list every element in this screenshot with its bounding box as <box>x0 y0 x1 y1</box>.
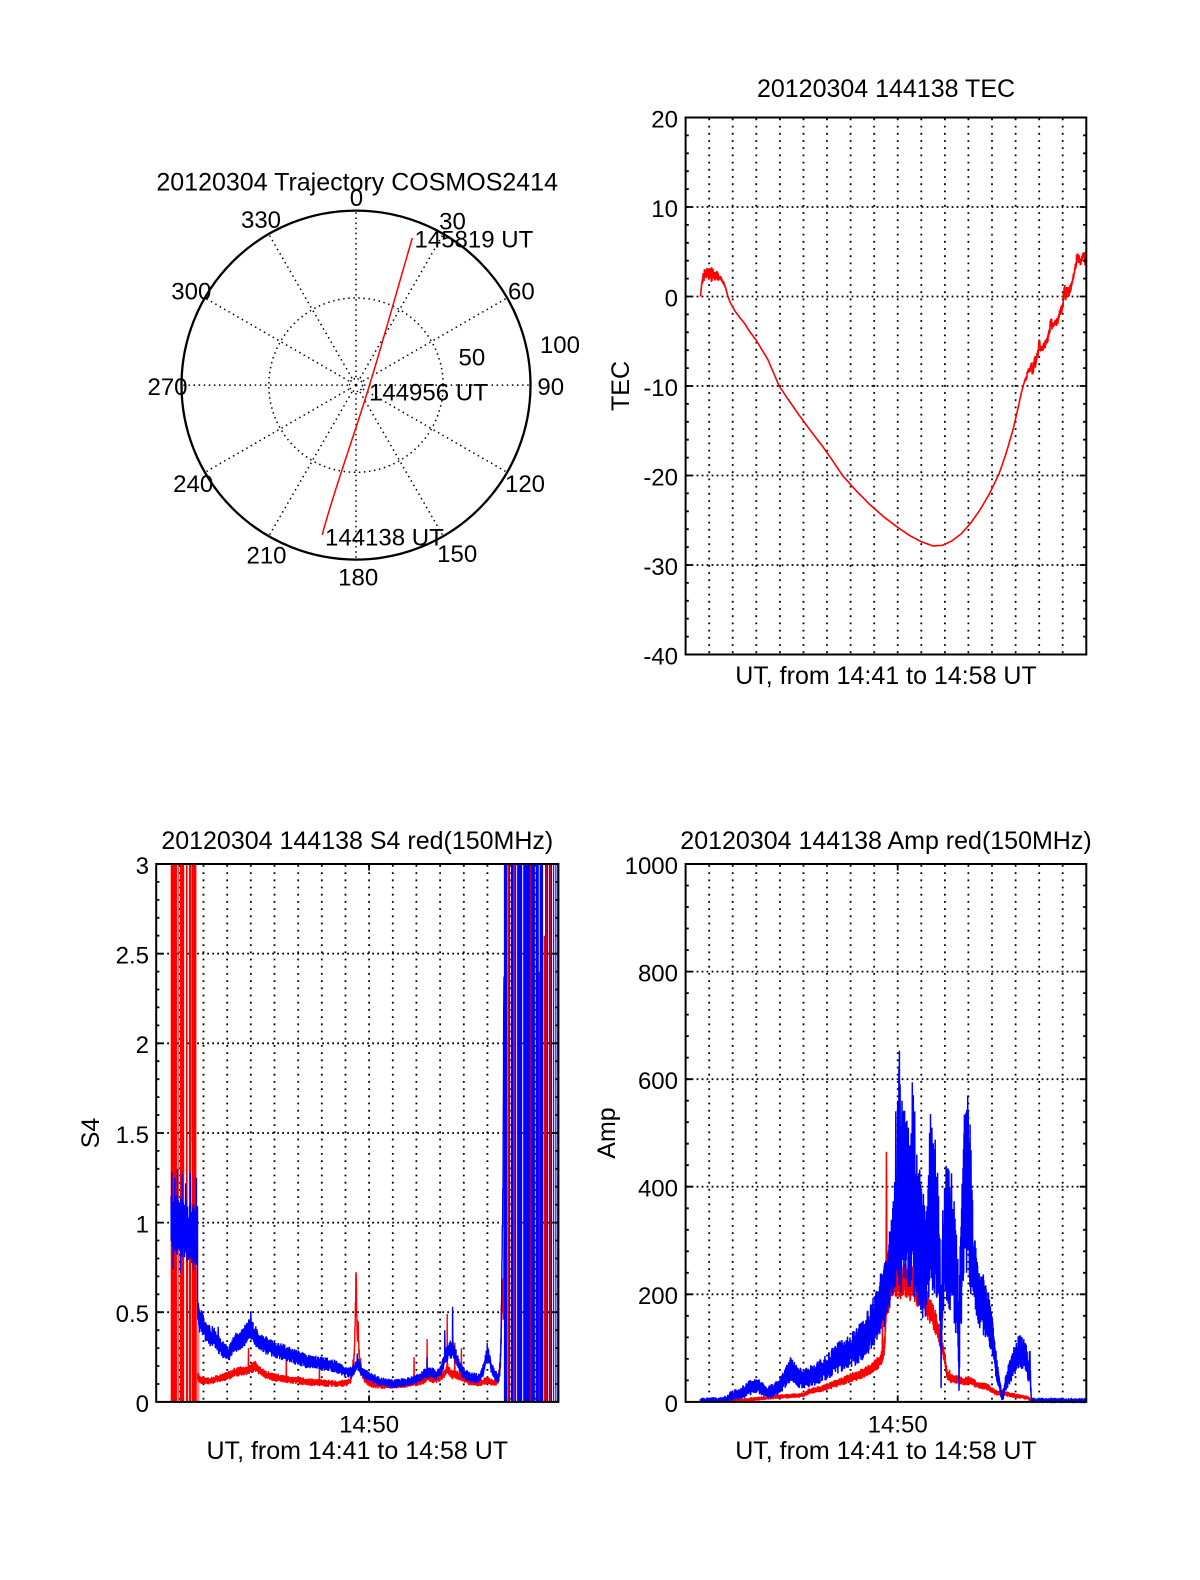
svg-text:-20: -20 <box>643 464 678 491</box>
svg-text:20: 20 <box>651 106 678 133</box>
svg-text:0: 0 <box>136 1391 149 1418</box>
svg-text:200: 200 <box>638 1283 678 1310</box>
svg-text:Amp: Amp <box>593 1107 621 1158</box>
svg-text:1.5: 1.5 <box>116 1122 149 1149</box>
svg-text:20120304 Trajectory COSMOS2414: 20120304 Trajectory COSMOS2414 <box>156 169 558 197</box>
svg-text:-10: -10 <box>643 375 678 402</box>
svg-text:144956 UT: 144956 UT <box>369 380 488 407</box>
svg-text:-40: -40 <box>643 643 678 670</box>
svg-text:0: 0 <box>665 285 678 312</box>
svg-text:0: 0 <box>665 1391 678 1418</box>
svg-text:UT, from 14:41 to 14:58 UT: UT, from 14:41 to 14:58 UT <box>735 1437 1037 1465</box>
svg-text:400: 400 <box>638 1176 678 1203</box>
svg-text:800: 800 <box>638 961 678 988</box>
svg-text:145819 UT: 145819 UT <box>415 227 534 254</box>
svg-text:2: 2 <box>136 1032 149 1059</box>
svg-text:3: 3 <box>136 853 149 880</box>
svg-text:20120304 144138 TEC: 20120304 144138 TEC <box>757 75 1015 103</box>
svg-text:-30: -30 <box>643 554 678 581</box>
svg-text:UT, from 14:41 to 14:58 UT: UT, from 14:41 to 14:58 UT <box>207 1437 509 1465</box>
svg-text:UT, from 14:41 to 14:58 UT: UT, from 14:41 to 14:58 UT <box>735 662 1037 690</box>
svg-text:600: 600 <box>638 1068 678 1095</box>
svg-text:270: 270 <box>147 374 187 401</box>
svg-text:20120304 144138 Amp red(150MHz: 20120304 144138 Amp red(150MHz) <box>680 827 1091 855</box>
svg-text:14:50: 14:50 <box>868 1411 928 1438</box>
svg-text:0.5: 0.5 <box>116 1301 149 1328</box>
svg-text:180: 180 <box>338 565 378 592</box>
svg-text:30: 30 <box>439 209 466 236</box>
svg-text:20120304 144138 S4 red(150MHz): 20120304 144138 S4 red(150MHz) <box>161 827 553 855</box>
svg-text:144138 UT: 144138 UT <box>325 525 444 552</box>
svg-text:210: 210 <box>246 543 286 570</box>
svg-text:300: 300 <box>171 279 211 306</box>
svg-text:240: 240 <box>173 471 213 498</box>
svg-text:330: 330 <box>241 207 281 234</box>
svg-text:0: 0 <box>350 185 363 212</box>
svg-text:1: 1 <box>136 1212 149 1239</box>
svg-text:S4: S4 <box>77 1118 105 1149</box>
svg-text:100: 100 <box>540 332 580 359</box>
svg-text:120: 120 <box>505 471 545 498</box>
svg-text:60: 60 <box>508 279 535 306</box>
svg-text:10: 10 <box>651 196 678 223</box>
svg-text:TEC: TEC <box>607 361 635 411</box>
svg-text:150: 150 <box>437 541 477 568</box>
svg-text:2.5: 2.5 <box>116 943 149 970</box>
svg-text:1000: 1000 <box>625 853 678 880</box>
svg-text:14:50: 14:50 <box>339 1411 399 1438</box>
svg-text:90: 90 <box>537 374 564 401</box>
svg-text:50: 50 <box>459 345 486 372</box>
